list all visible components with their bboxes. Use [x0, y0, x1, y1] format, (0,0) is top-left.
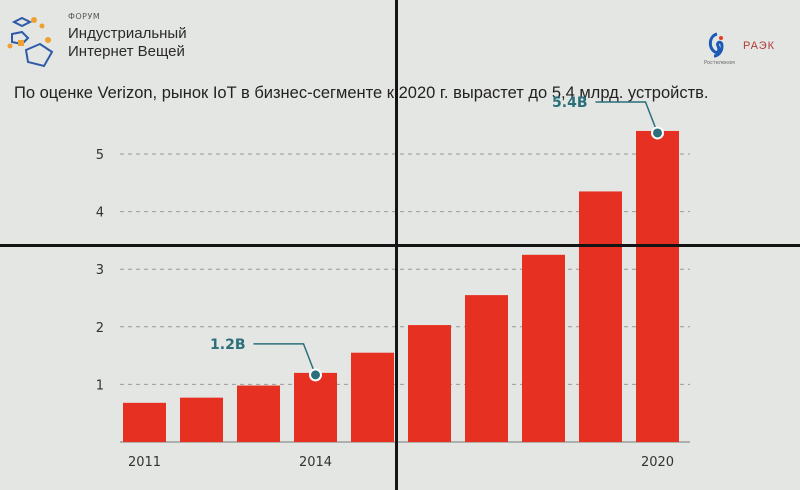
- slide-headline: По оценке Verizon, рынок IoT в бизнес-се…: [14, 84, 709, 102]
- y-tick-label: 5: [96, 148, 104, 163]
- bar: [465, 295, 508, 442]
- x-tick-label: 2014: [299, 455, 332, 470]
- rostelecom-logo-icon: [708, 32, 724, 58]
- forum-title-line2: Интернет Вещей: [68, 43, 185, 60]
- annotation-marker: [309, 368, 322, 382]
- horizontal-divider-line: [0, 244, 800, 247]
- bar: [522, 254, 565, 442]
- annotation-label: 5.4B: [552, 95, 587, 111]
- forum-title-line1: Индустриальный: [68, 25, 187, 42]
- bar: [180, 397, 223, 442]
- annotation-leader-line: [253, 343, 317, 376]
- bar: [237, 385, 280, 442]
- bar: [408, 325, 451, 442]
- forum-small-label: ФОРУМ: [68, 12, 101, 21]
- header: ФОРУМ Индустриальный Интернет Вещей Рост…: [0, 0, 800, 80]
- partner-logo-text: РАЭК: [743, 40, 776, 52]
- y-tick-label: 2: [96, 321, 104, 336]
- bar: [351, 352, 394, 442]
- x-tick-label: 2011: [128, 455, 161, 470]
- x-tick-label: 2020: [641, 455, 674, 470]
- annotation-label: 1.2B: [210, 337, 245, 353]
- annotation-marker: [651, 126, 664, 140]
- y-tick-label: 1: [96, 378, 104, 393]
- y-tick-label: 4: [96, 206, 104, 221]
- rostelecom-caption: Ростелеком: [704, 60, 735, 66]
- y-tick-label: 3: [96, 263, 104, 278]
- forum-logo-icon: [7, 16, 54, 68]
- bar: [294, 372, 337, 442]
- bar: [636, 130, 679, 442]
- annotation-leader-line: [595, 101, 659, 134]
- bar: [123, 402, 166, 442]
- bar: [579, 191, 622, 442]
